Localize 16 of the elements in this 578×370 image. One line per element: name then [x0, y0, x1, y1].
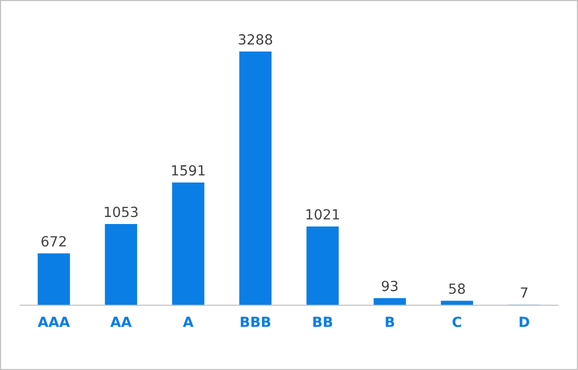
data-label: 672 [42, 236, 66, 247]
data-label: 3288 [238, 34, 272, 45]
data-label: 7 [520, 288, 528, 298]
data-label: 93 [382, 280, 398, 292]
data-label: 1591 [172, 165, 205, 176]
x-tick-label: BB [313, 316, 332, 327]
x-tick-label: A [182, 316, 194, 327]
x-tick-label: C [452, 316, 462, 328]
x-tick-label: D [520, 316, 530, 327]
x-tick-label: AA [110, 316, 132, 327]
x-tick-label: AAA [38, 316, 70, 327]
data-label: 1021 [306, 209, 339, 220]
data-label: 58 [449, 283, 465, 294]
data-label: 1053 [104, 206, 138, 218]
x-tick-label: B [386, 316, 394, 327]
x-tick-label: BBB [240, 316, 270, 327]
